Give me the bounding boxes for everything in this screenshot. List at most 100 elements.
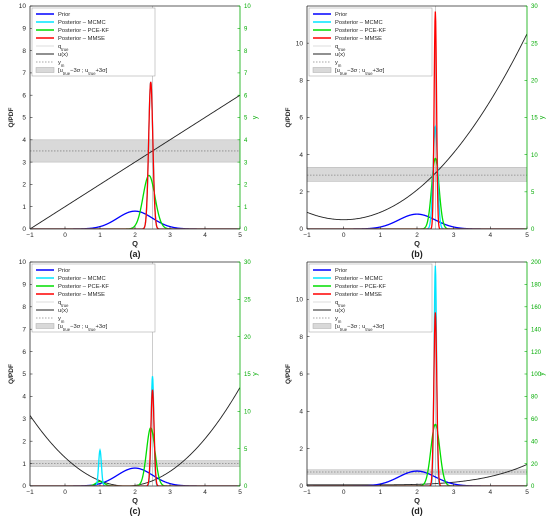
legend-label: ym xyxy=(335,316,342,324)
x-tick-label: 3 xyxy=(168,489,172,496)
legend-box xyxy=(31,263,156,333)
legend-label: ym xyxy=(335,60,342,68)
y-right-tick-label: 7 xyxy=(244,71,248,77)
x-tick-label: −1 xyxy=(26,232,34,239)
y-right-tick-label: 0 xyxy=(531,227,535,233)
legend-label: u(x) xyxy=(335,52,345,58)
legend-label: qtrue xyxy=(335,44,346,52)
x-axis-label: Q xyxy=(132,496,138,505)
legend-label: Posterior – MCMC xyxy=(58,276,106,282)
y-right-axis-label: y xyxy=(252,115,259,119)
x-tick-label: 3 xyxy=(452,489,456,496)
y-left-tick-label: 8 xyxy=(22,48,26,55)
y-left-tick-label: 4 xyxy=(22,394,26,401)
legend-swatch xyxy=(312,323,332,329)
legend-swatch xyxy=(35,323,55,329)
y-right-tick-label: 1 xyxy=(244,205,248,211)
legend-label: Posterior – PCE-KF xyxy=(335,284,386,290)
x-tick-label: 2 xyxy=(415,232,419,239)
y-left-tick-label: 2 xyxy=(22,438,26,445)
y-right-tick-label: 5 xyxy=(244,447,248,453)
legend-label: Posterior – MCMC xyxy=(335,20,383,26)
y-right-tick-label: 4 xyxy=(244,138,248,144)
x-tick-label: 2 xyxy=(133,489,137,496)
legend-label: Posterior – MMSE xyxy=(335,292,382,298)
legend-label: ym xyxy=(58,316,65,324)
y-right-tick-label: 3 xyxy=(244,160,248,166)
y-right-tick-label: 10 xyxy=(531,153,538,159)
x-tick-label: 1 xyxy=(379,489,383,496)
x-tick-label: 3 xyxy=(168,232,172,239)
series-pce-kf xyxy=(30,174,240,229)
legend-label: Posterior – MMSE xyxy=(335,36,382,42)
y-right-tick-label: 180 xyxy=(531,283,542,289)
y-left-tick-label: 1 xyxy=(22,204,26,211)
legend: Prior Posterior – MCMC Posterior – PCE-KF P… xyxy=(31,263,156,333)
legend-label: Posterior – PCE-KF xyxy=(58,28,109,34)
y-right-tick-label: 0 xyxy=(531,484,535,490)
series-prior xyxy=(307,213,527,229)
legend-box xyxy=(308,7,433,77)
y-right-tick-label: 25 xyxy=(244,298,251,304)
legend-label: Posterior – MMSE xyxy=(58,292,105,298)
x-tick-label: 0 xyxy=(342,232,346,239)
x-tick-label: 2 xyxy=(415,489,419,496)
legend-label: Posterior – PCE-KF xyxy=(58,284,109,290)
legend-label: [utrue−3σ ; utrue+3σ] xyxy=(58,68,108,76)
y-left-axis-label: Q/PDF xyxy=(8,364,15,384)
y-left-tick-label: 7 xyxy=(22,70,26,77)
legend-label: Prior xyxy=(335,12,347,18)
y-left-tick-label: 10 xyxy=(19,259,27,266)
y-right-tick-label: 10 xyxy=(244,4,251,10)
legend-label: Posterior – PCE-KF xyxy=(335,28,386,34)
x-tick-label: 2 xyxy=(133,232,137,239)
y-right-tick-label: 25 xyxy=(531,41,538,47)
y-right-tick-label: 2 xyxy=(244,183,248,189)
y-left-tick-label: 0 xyxy=(22,483,26,490)
y-left-tick-label: 0 xyxy=(299,226,303,233)
y-left-tick-label: 8 xyxy=(22,304,26,311)
y-right-tick-label: 5 xyxy=(531,190,535,196)
x-tick-label: 0 xyxy=(63,489,67,496)
x-tick-label: 4 xyxy=(203,489,207,496)
x-tick-label: 1 xyxy=(98,489,102,496)
y-left-tick-label: 10 xyxy=(296,297,304,304)
legend: Prior Posterior – MCMC Posterior – PCE-KF P… xyxy=(31,7,156,77)
panel-label: (c) xyxy=(130,506,141,516)
y-left-tick-label: 10 xyxy=(19,3,27,10)
y-left-tick-label: 4 xyxy=(299,409,303,416)
y-right-tick-label: 40 xyxy=(531,439,538,445)
legend-box xyxy=(308,263,433,333)
legend: Prior Posterior – MCMC Posterior – PCE-KF P… xyxy=(308,263,433,333)
y-left-tick-label: 7 xyxy=(22,326,26,333)
y-right-tick-label: 9 xyxy=(244,27,248,33)
y-right-tick-label: 20 xyxy=(244,335,251,341)
y-right-tick-label: 0 xyxy=(244,227,248,233)
y-left-tick-label: 4 xyxy=(22,137,26,144)
y-right-tick-label: 160 xyxy=(531,305,542,311)
uncertainty-band xyxy=(307,469,527,475)
y-left-tick-label: 3 xyxy=(22,159,26,166)
y-left-axis-label: Q/PDF xyxy=(285,364,292,384)
y-right-tick-label: 140 xyxy=(531,327,542,333)
x-tick-label: 1 xyxy=(98,232,102,239)
y-right-tick-label: 80 xyxy=(531,395,538,401)
legend-label: Posterior – MMSE xyxy=(58,36,105,42)
x-tick-label: 4 xyxy=(203,232,207,239)
legend-label: qtrue xyxy=(58,300,69,308)
panel-label: (d) xyxy=(411,506,423,516)
x-tick-label: 5 xyxy=(238,232,242,239)
x-tick-label: 1 xyxy=(379,232,383,239)
y-right-tick-label: 100 xyxy=(531,372,542,378)
y-left-tick-label: 0 xyxy=(299,483,303,490)
legend-label: Prior xyxy=(335,268,347,274)
y-right-tick-label: 8 xyxy=(244,49,248,55)
legend-label: [utrue−3σ ; utrue+3σ] xyxy=(335,324,385,332)
y-right-tick-label: 10 xyxy=(244,410,251,416)
y-left-tick-label: 2 xyxy=(299,189,303,196)
legend-label: u(x) xyxy=(58,308,68,314)
y-left-tick-label: 3 xyxy=(22,416,26,423)
legend-label: Prior xyxy=(58,268,70,274)
